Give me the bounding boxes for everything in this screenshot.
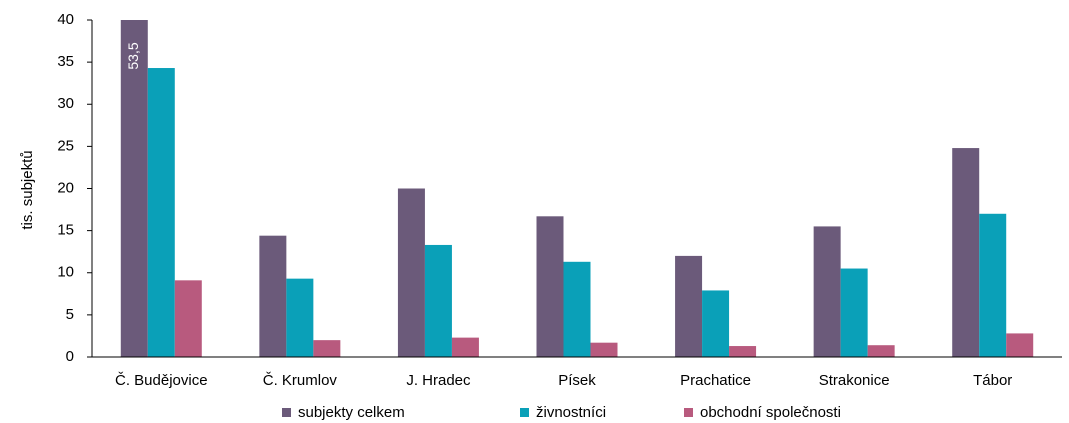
bar	[451, 337, 479, 357]
y-tick-label: 10	[57, 264, 74, 281]
bar	[702, 290, 730, 357]
x-tick-label: Písek	[558, 372, 596, 389]
y-axis-label: tis. subjektů	[19, 150, 36, 229]
y-tick-label: 30	[57, 95, 74, 112]
y-tick-label: 40	[57, 11, 74, 28]
x-tick-label: Č. Krumlov	[263, 372, 338, 389]
y-tick-label: 25	[57, 137, 74, 154]
x-tick-label: Tábor	[973, 372, 1012, 389]
bar	[729, 346, 757, 357]
legend-swatch	[282, 408, 291, 417]
bar	[174, 280, 202, 357]
bar	[867, 345, 895, 357]
y-tick-label: 5	[66, 306, 74, 323]
bar	[590, 342, 618, 357]
bar	[120, 20, 148, 357]
bar	[840, 268, 868, 357]
bar	[675, 255, 703, 357]
x-tick-label: Strakonice	[819, 372, 890, 389]
x-tick-label: Prachatice	[680, 372, 751, 389]
y-tick-label: 15	[57, 222, 74, 239]
bar	[147, 68, 175, 357]
bar	[424, 244, 452, 357]
y-tick-label: 35	[57, 53, 74, 70]
bar	[813, 226, 841, 357]
x-tick-label: Č. Budějovice	[115, 372, 208, 389]
bar	[286, 278, 314, 357]
bar	[536, 216, 564, 357]
bar	[979, 213, 1007, 357]
legend-swatch	[520, 408, 529, 417]
bar	[259, 235, 287, 357]
legend-label: obchodní společnosti	[700, 404, 841, 421]
plot-area	[120, 20, 1034, 357]
data-label: 53,5	[125, 42, 141, 69]
bar	[1006, 333, 1034, 357]
bar	[397, 188, 425, 357]
y-tick-label: 0	[66, 348, 74, 365]
legend-label: živnostníci	[536, 404, 606, 421]
bar	[952, 148, 980, 357]
y-tick-label: 20	[57, 179, 74, 196]
bar	[563, 261, 591, 357]
bar	[313, 340, 341, 357]
legend-swatch	[684, 408, 693, 417]
legend-label: subjekty celkem	[298, 404, 405, 421]
x-tick-label: J. Hradec	[406, 372, 471, 389]
